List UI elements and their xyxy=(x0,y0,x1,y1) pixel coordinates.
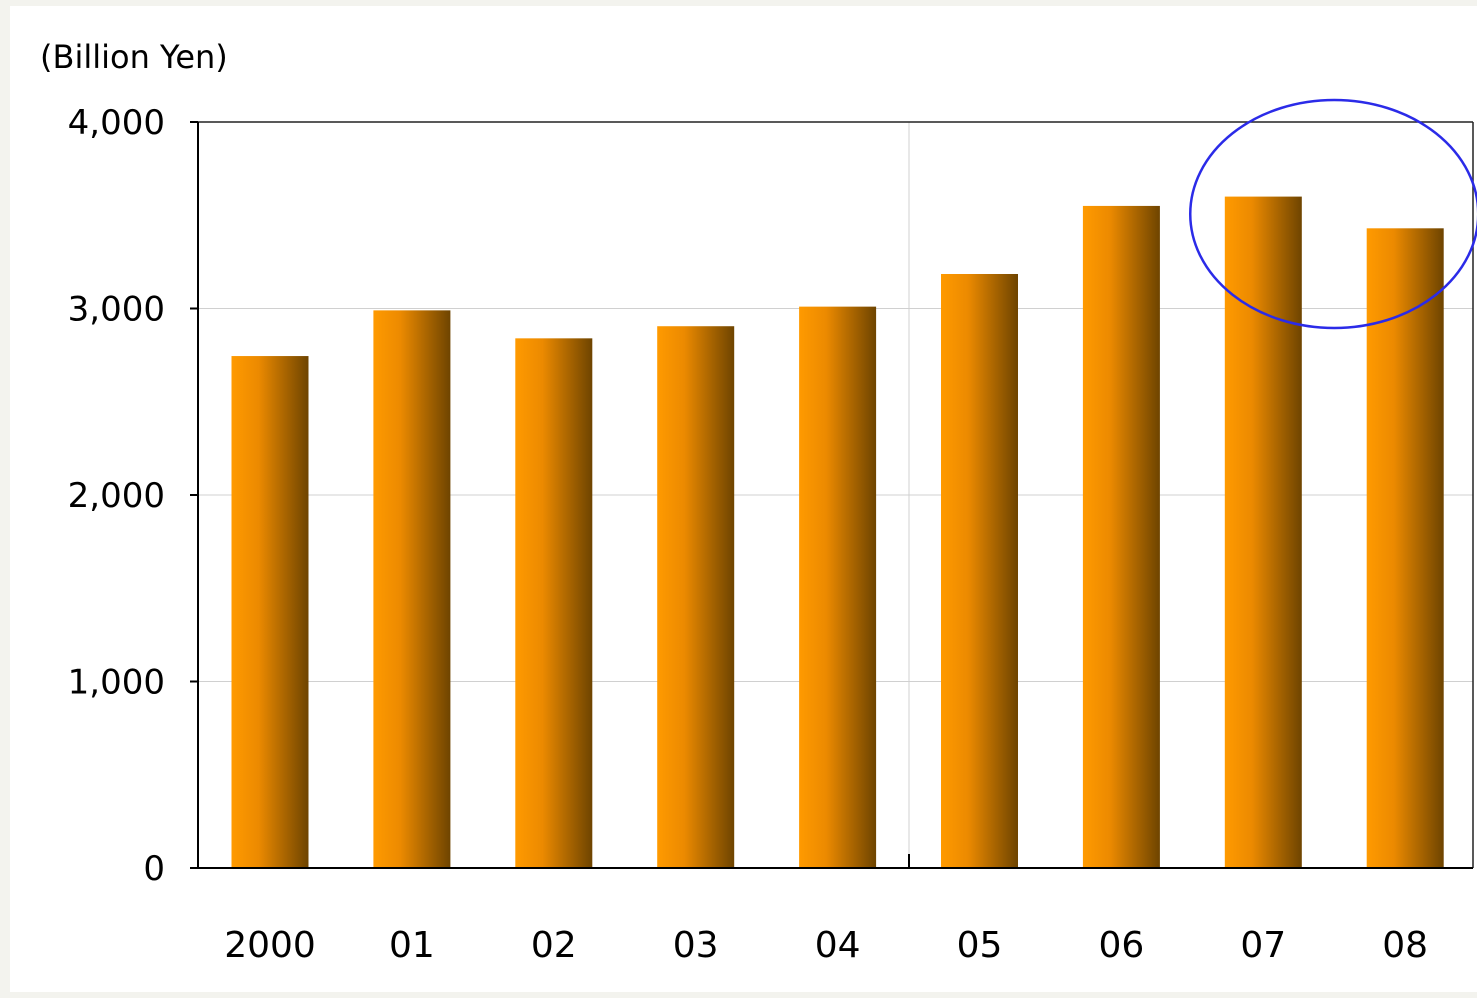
bar-07 xyxy=(1224,196,1302,869)
bar-04 xyxy=(799,306,877,868)
y-tick-label-1: 1,000 xyxy=(68,663,165,703)
y-tick-label-4: 4,000 xyxy=(68,103,165,143)
highlight-ellipse xyxy=(1189,98,1477,330)
bar-01 xyxy=(373,310,451,868)
x-tick-label-06: 06 xyxy=(1098,925,1144,966)
unit-label: (Billion Yen) xyxy=(40,38,228,76)
x-axis-labels: 2000 01 02 03 04 05 06 07 08 xyxy=(224,925,1428,966)
x-tick-label-05: 05 xyxy=(957,925,1003,966)
x-tick-label-08: 08 xyxy=(1382,925,1428,966)
bar-06 xyxy=(1082,205,1160,869)
bars xyxy=(231,196,1444,869)
x-tick-label-01: 01 xyxy=(389,925,435,966)
axes xyxy=(197,121,1474,869)
highlight-annotation xyxy=(1189,98,1477,330)
x-tick-label-03: 03 xyxy=(673,925,719,966)
y-tick-label-3: 3,000 xyxy=(68,290,165,330)
y-axis-ticks: 0 1,000 2,000 3,000 4,000 xyxy=(68,103,198,889)
x-tick-label-02: 02 xyxy=(531,925,577,966)
y-tick-label-2: 2,000 xyxy=(68,476,165,516)
chart-area: (Billion Yen) 0 1,000 2,000 3,000 4,000 2000… xyxy=(10,6,1477,992)
bar-08 xyxy=(1366,228,1444,868)
x-tick-label-2000: 2000 xyxy=(224,925,316,966)
y-tick-label-0: 0 xyxy=(143,849,165,889)
bar-03 xyxy=(657,326,735,868)
bar-05 xyxy=(941,273,1018,868)
bar-2000 xyxy=(231,356,309,868)
x-tick-label-07: 07 xyxy=(1240,925,1286,966)
x-tick-label-04: 04 xyxy=(815,925,861,966)
bar-chart: (Billion Yen) 0 1,000 2,000 3,000 4,000 2000… xyxy=(40,38,1477,966)
bar-02 xyxy=(515,338,593,869)
